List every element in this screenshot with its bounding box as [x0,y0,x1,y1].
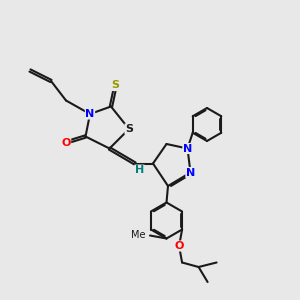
Text: H: H [135,165,144,175]
Text: N: N [85,109,94,119]
Text: N: N [186,167,195,178]
Text: N: N [183,143,192,154]
Text: S: S [125,124,133,134]
Text: O: O [174,241,184,251]
Text: S: S [112,80,119,91]
Text: Me: Me [131,230,146,241]
Text: O: O [61,137,71,148]
